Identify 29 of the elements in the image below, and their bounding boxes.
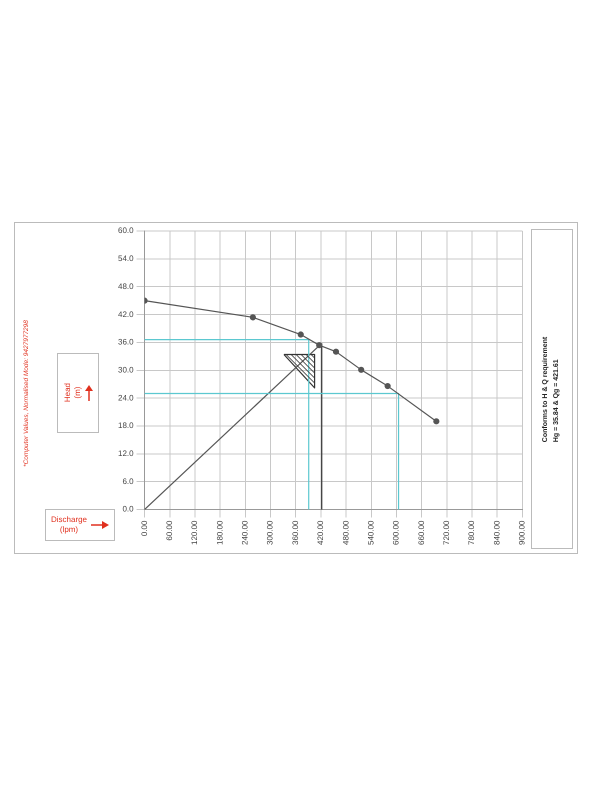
x-tick-label: 840.00 xyxy=(492,520,502,545)
y-tick-label: 30.0 xyxy=(118,365,134,374)
x-tick-label: 720.00 xyxy=(442,520,452,545)
x-tick-label: 180.00 xyxy=(215,520,224,545)
x-tick-label: 600.00 xyxy=(392,520,401,545)
y-tick-label: 6.0 xyxy=(122,476,134,486)
y-tick-label: 54.0 xyxy=(118,254,134,264)
x-tick-label: 420.00 xyxy=(316,520,326,545)
x-tick-label: 240.00 xyxy=(240,520,250,545)
x-tick-label: 120.00 xyxy=(190,520,200,545)
x-tick-label: 360.00 xyxy=(290,520,300,545)
x-tick-label: 660.00 xyxy=(416,520,426,545)
y-tick-label: 0.0 xyxy=(122,504,134,514)
y-tick-label: 18.0 xyxy=(118,421,134,430)
x-tick-label: 900.00 xyxy=(518,520,527,545)
x-axis-title: Discharge (lpm) xyxy=(50,515,87,535)
y-tick-label: 36.0 xyxy=(118,338,134,347)
x-tick-label: 300.00 xyxy=(266,520,275,545)
x-tick-label: 540.00 xyxy=(366,520,376,545)
y-tick-label: 42.0 xyxy=(118,310,134,319)
y-tick-label: 48.0 xyxy=(118,282,134,291)
y-tick-label: 12.0 xyxy=(118,449,134,458)
x-tick-label: 780.00 xyxy=(467,520,476,545)
x-tick-label: 60.00 xyxy=(164,520,174,541)
x-tick-label: 480.00 xyxy=(341,520,350,545)
y-axis-title: Head (m) xyxy=(62,383,82,403)
x-tick-label: 0.00 xyxy=(140,520,149,536)
y-tick-label: 60.0 xyxy=(118,226,134,236)
y-tick-label: 24.0 xyxy=(118,393,134,402)
